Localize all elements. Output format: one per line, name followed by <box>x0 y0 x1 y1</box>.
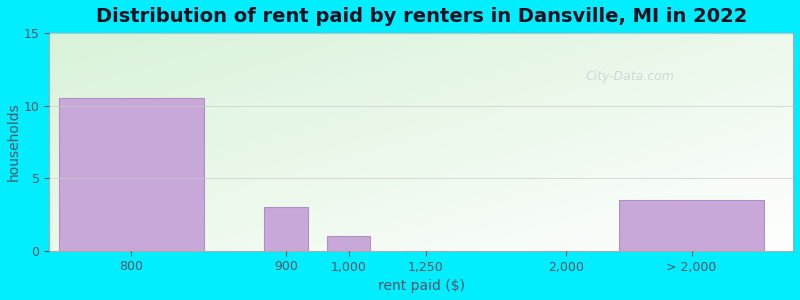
Bar <box>327 236 370 251</box>
X-axis label: rent paid ($): rent paid ($) <box>378 279 465 293</box>
Bar <box>264 207 308 251</box>
Bar <box>619 200 764 251</box>
Bar <box>59 98 204 251</box>
Y-axis label: households: households <box>7 103 21 181</box>
Title: Distribution of rent paid by renters in Dansville, MI in 2022: Distribution of rent paid by renters in … <box>95 7 747 26</box>
Text: City-Data.com: City-Data.com <box>585 70 674 83</box>
